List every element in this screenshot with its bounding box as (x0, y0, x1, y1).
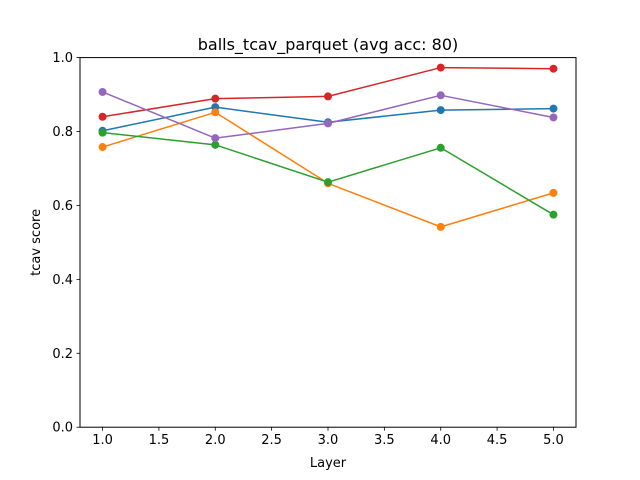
data-point (549, 113, 558, 122)
plot-frame (79, 57, 577, 428)
data-point (549, 64, 558, 73)
series-3 (98, 128, 558, 219)
y-tick-label: 0.8 (52, 125, 73, 140)
x-tick-label: 3.0 (318, 433, 339, 448)
data-point (211, 140, 220, 149)
series-4 (98, 63, 558, 121)
data-point (211, 108, 220, 117)
y-tick-label: 0.0 (52, 421, 73, 436)
data-point (549, 104, 558, 113)
data-point (436, 63, 445, 72)
data-point (324, 178, 332, 187)
y-axis-ticks: 0.0 0.2 0.4 0.6 0.8 1.0 (52, 51, 80, 436)
series-5 (98, 87, 558, 143)
data-point (436, 222, 445, 231)
y-tick-label: 0.6 (52, 199, 73, 214)
y-axis-label: tcav score (29, 209, 44, 276)
data-point (98, 128, 107, 137)
data-point (549, 188, 558, 197)
data-point (211, 94, 220, 103)
series-line (102, 111, 554, 228)
data-point (98, 87, 107, 96)
y-tick-label: 0.2 (52, 347, 73, 362)
data-point (436, 91, 445, 100)
chart-title: balls_tcav_parquet (avg acc: 80) (198, 35, 459, 55)
x-tick-label: 5.0 (543, 433, 564, 448)
x-tick-label: 3.5 (374, 433, 395, 448)
series-layer (98, 63, 558, 231)
data-point (549, 210, 558, 219)
x-tick-label: 4.0 (430, 433, 451, 448)
data-point (98, 112, 107, 121)
x-axis-label: Layer (310, 456, 347, 471)
x-tick-label: 2.0 (205, 433, 226, 448)
y-tick-label: 1.0 (52, 51, 73, 66)
y-tick-label: 0.4 (52, 273, 73, 288)
x-axis-ticks: 1.0 1.5 2.0 2.5 3.0 3.5 4.0 4.5 5.0 (92, 427, 564, 448)
data-point (324, 119, 332, 128)
data-point (98, 143, 107, 152)
x-tick-label: 2.5 (261, 433, 282, 448)
data-point (436, 106, 445, 115)
data-point (436, 143, 445, 152)
x-tick-label: 1.0 (92, 433, 113, 448)
data-point (324, 92, 332, 101)
series-line (102, 131, 554, 216)
data-point (211, 134, 220, 143)
x-tick-label: 1.5 (149, 433, 170, 448)
x-tick-label: 4.5 (487, 433, 508, 448)
